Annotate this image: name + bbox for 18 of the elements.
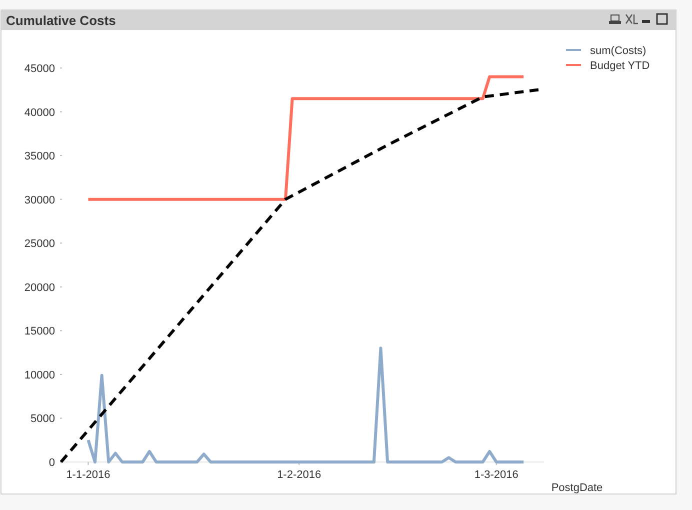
legend-label: Budget YTD — [590, 60, 650, 72]
legend-label: sum(Costs) — [590, 45, 646, 57]
y-tick-label: 40000 — [24, 106, 55, 119]
x-axis-title: PostgDate — [551, 482, 603, 494]
y-tick-label: 45000 — [24, 63, 55, 75]
chart-title: Cumulative Costs — [6, 13, 116, 28]
x-tick-label: 1-2-2016 — [277, 469, 322, 481]
x-tick-label: 1-1-2016 — [66, 469, 110, 481]
y-tick-label: 15000 — [24, 326, 55, 338]
y-tick-label: 30000 — [24, 194, 55, 206]
y-tick-label: 20000 — [24, 282, 55, 294]
x-tick-label: 1-3-2016 — [474, 469, 518, 481]
line-series — [86, 346, 526, 464]
y-tick-label: 5000 — [30, 413, 55, 426]
y-tick-label: 25000 — [24, 238, 55, 250]
y-tick-label: 10000 — [24, 369, 55, 382]
y-tick-label: 0 — [48, 457, 55, 469]
y-tick-label: 35000 — [24, 150, 55, 163]
